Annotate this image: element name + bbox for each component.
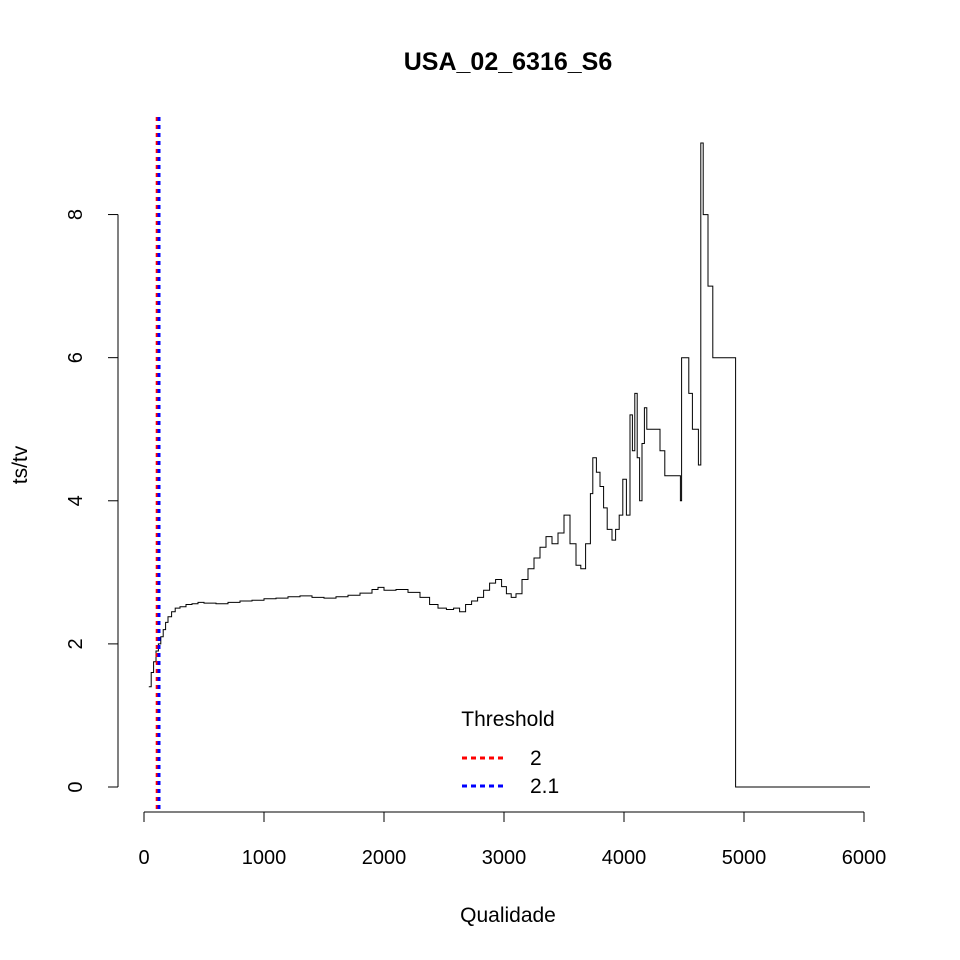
y-tick-label: 6 [65, 352, 87, 363]
legend: Threshold 2 2.1 [461, 708, 559, 798]
series-line [148, 142, 870, 788]
x-tick-label: 1000 [242, 847, 287, 869]
x-axis: 0 1000 2000 3000 4000 5000 6000 [138, 811, 887, 869]
y-axis-label: ts/tv [9, 445, 32, 484]
chart-title: USA_02_6316_S6 [404, 48, 613, 76]
legend-entry-label: 2.1 [530, 775, 559, 798]
x-tick-label: 2000 [362, 847, 407, 869]
y-tick-label: 8 [65, 209, 87, 220]
x-tick-label: 3000 [482, 847, 527, 869]
x-axis-label: Qualidade [460, 904, 556, 927]
x-tick-label: 0 [138, 847, 149, 869]
plot-area [148, 117, 870, 812]
y-tick-label: 0 [65, 781, 87, 792]
y-axis: 0 2 4 6 8 [65, 209, 119, 793]
y-tick-label: 4 [65, 495, 87, 506]
legend-entry-label: 2 [530, 747, 542, 770]
y-tick-label: 2 [65, 638, 87, 649]
legend-title: Threshold [461, 708, 554, 731]
x-tick-label: 4000 [602, 847, 647, 869]
x-tick-label: 6000 [842, 847, 887, 869]
x-tick-label: 5000 [722, 847, 767, 869]
